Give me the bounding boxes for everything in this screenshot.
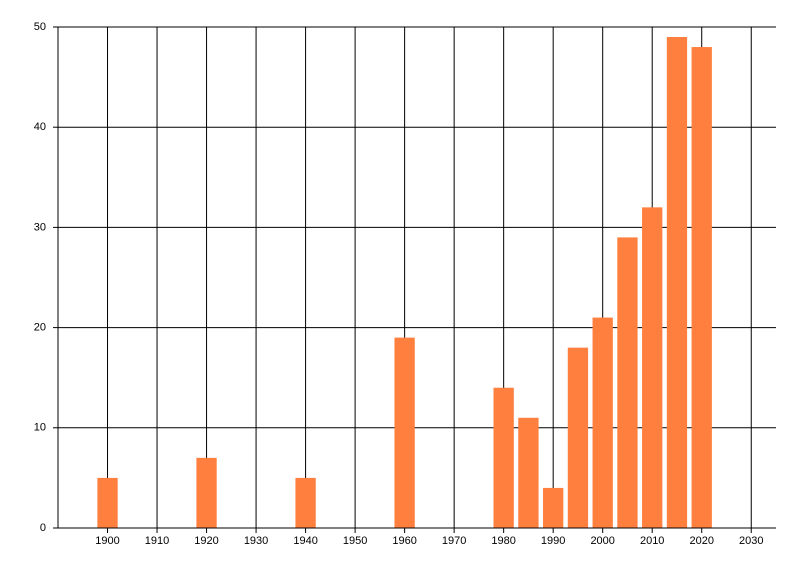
y-tick-label: 40 <box>34 121 46 133</box>
bar <box>691 47 712 528</box>
bar <box>617 237 638 529</box>
x-tick-label: 1970 <box>442 535 466 547</box>
x-tick-label: 1900 <box>95 535 119 547</box>
y-tick-label: 20 <box>34 322 46 334</box>
x-tick-label: 1910 <box>145 535 169 547</box>
x-tick-label: 1960 <box>392 535 416 547</box>
x-tick-label: 2000 <box>590 535 614 547</box>
y-tick-label: 50 <box>34 21 46 33</box>
bar <box>567 347 589 528</box>
x-tick-label: 2030 <box>739 535 763 547</box>
bar <box>493 387 514 528</box>
bar <box>97 477 118 528</box>
bar <box>642 207 663 529</box>
x-tick-label: 1950 <box>343 535 367 547</box>
bar <box>295 477 316 528</box>
y-tick-label: 0 <box>40 522 46 534</box>
x-tick-label: 1930 <box>244 535 268 547</box>
bar <box>666 37 688 529</box>
bar <box>592 317 613 528</box>
bar <box>196 457 217 528</box>
x-tick-label: 2020 <box>689 535 713 547</box>
x-tick-label: 1940 <box>293 535 317 547</box>
bar <box>543 487 564 528</box>
x-tick-label: 1920 <box>194 535 218 547</box>
bar <box>394 337 415 528</box>
x-tick-label: 1980 <box>491 535 515 547</box>
x-tick-label: 2010 <box>640 535 664 547</box>
y-tick-label: 30 <box>34 221 46 233</box>
y-tick-label: 10 <box>34 422 46 434</box>
x-tick-label: 1990 <box>541 535 565 547</box>
bar <box>518 417 539 528</box>
